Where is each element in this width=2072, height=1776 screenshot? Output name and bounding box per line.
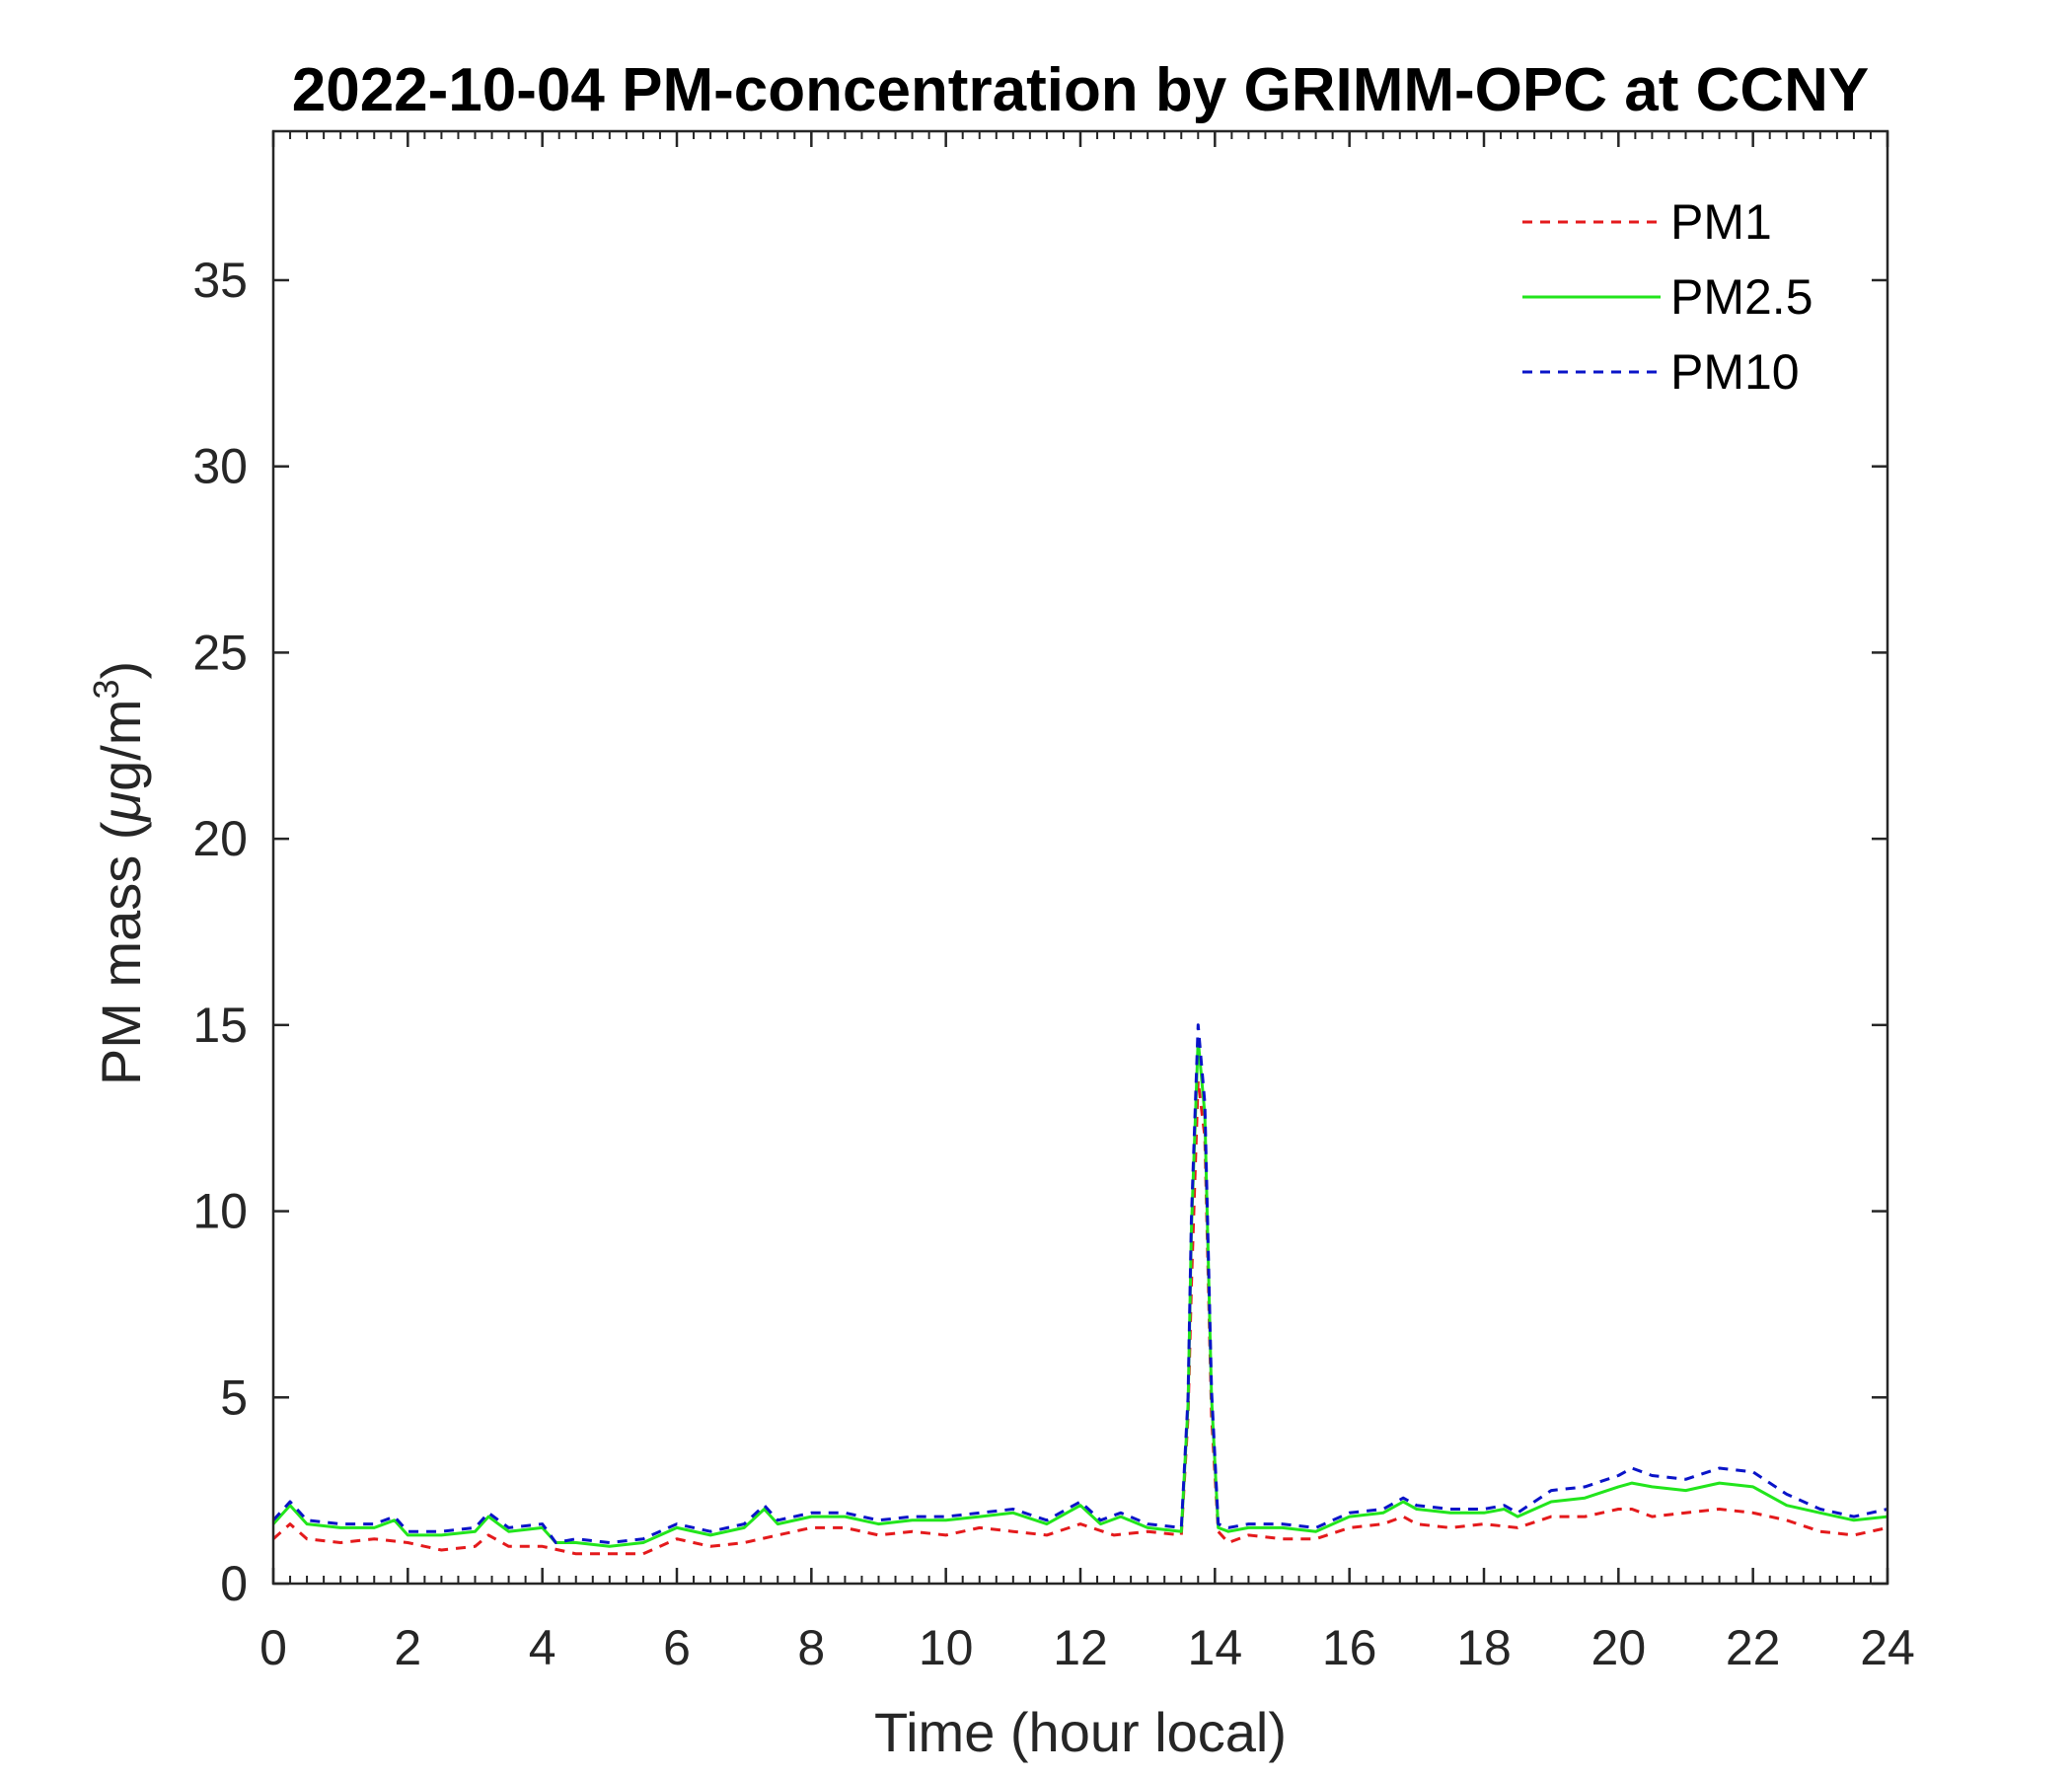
series-line-pm1 — [272, 1079, 1888, 1556]
y-tick-label: 25 — [192, 625, 248, 680]
x-tick-label: 18 — [1456, 1620, 1512, 1675]
y-tick-label: 30 — [192, 439, 248, 494]
plot-area — [271, 1023, 1888, 1556]
y-axis-label-prefix: PM mass ( — [90, 821, 152, 1085]
y-axis-label-superscript: 3 — [86, 680, 126, 700]
x-tick-label: 24 — [1860, 1620, 1915, 1675]
series-line-pm10 — [271, 1023, 1888, 1544]
x-tick-label: 8 — [797, 1620, 825, 1675]
y-tick-label: 5 — [220, 1369, 248, 1425]
x-tick-label: 10 — [919, 1620, 974, 1675]
x-tick-label: 4 — [529, 1620, 556, 1675]
y-axis-label-unit: g/m — [90, 700, 152, 791]
legend-label: PM10 — [1670, 344, 1800, 400]
y-tick-label: 15 — [192, 998, 248, 1053]
x-tick-label: 14 — [1188, 1620, 1243, 1675]
y-axis-label: PM mass (μg/m3) — [86, 661, 152, 1085]
x-tick-label: 0 — [259, 1620, 287, 1675]
series-line-pm2-5 — [271, 1038, 1888, 1548]
y-axis-label-mu: μ — [90, 791, 152, 824]
y-tick-label: 0 — [220, 1556, 248, 1611]
x-tick-label: 6 — [663, 1620, 691, 1675]
axes-box — [271, 129, 1889, 1586]
legend: PM1 PM2.5 PM10 — [1522, 194, 1813, 400]
x-tick-label: 12 — [1053, 1620, 1108, 1675]
x-tick-label: 16 — [1322, 1620, 1377, 1675]
y-axis-label-suffix: ) — [90, 661, 152, 680]
y-tick-label: 20 — [192, 811, 248, 866]
legend-label: PM1 — [1670, 194, 1772, 250]
x-tick-label: 20 — [1591, 1620, 1647, 1675]
legend-label: PM2.5 — [1670, 269, 1813, 325]
x-tick-label: 22 — [1726, 1620, 1781, 1675]
x-axis-label: Time (hour local) — [874, 1701, 1287, 1763]
y-tick-label: 10 — [192, 1184, 248, 1239]
chart-title: 2022-10-04 PM-concentration by GRIMM-OPC… — [292, 56, 1870, 124]
x-tick-label: 2 — [394, 1620, 421, 1675]
y-tick-label: 35 — [192, 253, 248, 308]
